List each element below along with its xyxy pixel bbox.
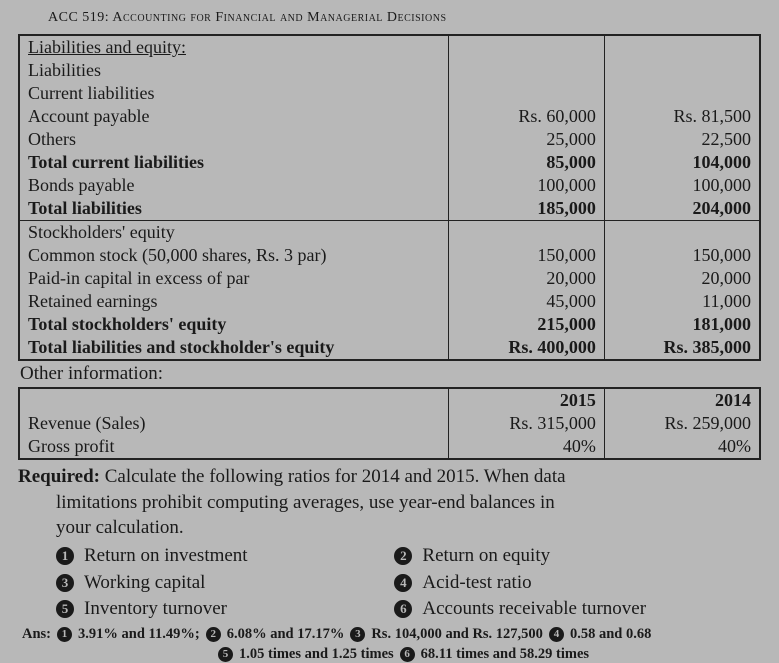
row-value-2: 40% [604,435,760,459]
other-info-table: 2015 2014 Revenue (Sales) Rs. 315,000 Rs… [18,387,761,460]
row-label: Total liabilities [19,197,449,221]
item-text: Accounts receivable turnover [422,596,646,623]
row-value-1: Rs. 315,000 [449,412,605,435]
row-value-2: 11,000 [604,290,760,313]
ans-number-icon: 1 [57,627,72,642]
row-value-2: Rs. 81,500 [604,105,760,128]
row-label: Account payable [19,105,449,128]
required-item: 3 Working capital [56,570,394,597]
row-label: Gross profit [19,435,449,459]
row-label: Total liabilities and stockholder's equi… [19,336,449,360]
row-value-1 [449,82,605,105]
item-text: Return on equity [422,543,550,570]
row-label: Revenue (Sales) [19,412,449,435]
req-text-1: Calculate the following ratios for 2014 … [100,466,566,487]
req-text-2: limitations prohibit computing averages,… [18,490,555,516]
page-header: ACC 519: Accounting for Financial and Ma… [18,10,761,26]
item-text: Inventory turnover [84,596,227,623]
row-label: Current liabilities [19,82,449,105]
ans-number-icon: 5 [218,647,233,662]
row-value-1: Rs. 400,000 [449,336,605,360]
required-item: 1 Return on investment [56,543,394,570]
ans-label: Ans: [22,626,51,643]
row-value-2 [604,82,760,105]
required-item: 5 Inventory turnover [56,596,394,623]
ans-text: 6.08% and 17.17% [227,626,345,643]
section-title: Liabilities and equity: [28,37,186,57]
row-value-2: Rs. 385,000 [604,336,760,360]
row-value-2: 20,000 [604,267,760,290]
row-label: Retained earnings [19,290,449,313]
ans-number-icon: 2 [206,627,221,642]
row-value-1: 150,000 [449,244,605,267]
liabilities-heading: Liabilities [19,59,449,82]
row-value-1 [449,221,605,245]
row-label: Bonds payable [19,174,449,197]
row-value-2 [604,221,760,245]
row-value-2: 22,500 [604,128,760,151]
row-value-1: 25,000 [449,128,605,151]
item-number-icon: 2 [394,547,412,565]
row-value-2: 181,000 [604,313,760,336]
row-value-1: 100,000 [449,174,605,197]
item-number-icon: 5 [56,600,74,618]
other-info-heading: Other information: [18,361,761,387]
req-text-3: your calculation. [18,515,184,541]
item-number-icon: 4 [394,574,412,592]
row-value-2: 104,000 [604,151,760,174]
row-value-1: 40% [449,435,605,459]
row-label: Total current liabilities [19,151,449,174]
item-text: Acid-test ratio [422,570,531,597]
required-items-list: 1 Return on investment 2 Return on equit… [18,543,761,623]
row-value-2: 150,000 [604,244,760,267]
required-item: 2 Return on equity [394,543,732,570]
ans-text: 3.91% and 11.49%; [78,626,200,643]
row-label [19,388,449,412]
row-label: Common stock (50,000 shares, Rs. 3 par) [19,244,449,267]
required-item: 4 Acid-test ratio [394,570,732,597]
row-value-1: 85,000 [449,151,605,174]
row-value-1: Rs. 60,000 [449,105,605,128]
answer-line-2: 5 1.05 times and 1.25 times 6 68.11 times a… [18,646,761,663]
item-number-icon: 3 [56,574,74,592]
required-item: 6 Accounts receivable turnover [394,596,732,623]
ans-number-icon: 3 [350,627,365,642]
answer-line-1: Ans: 1 3.91% and 11.49%; 2 6.08% and 17.17%… [18,626,761,643]
row-value-1: 45,000 [449,290,605,313]
balance-sheet-table: Liabilities and equity: Liabilities Curr… [18,34,761,361]
ans-text: 68.11 times and 58.29 times [421,646,589,663]
ans-number-icon: 6 [400,647,415,662]
row-label: Others [19,128,449,151]
row-label: Paid-in capital in excess of par [19,267,449,290]
item-text: Working capital [84,570,205,597]
item-number-icon: 1 [56,547,74,565]
row-value-1: 215,000 [449,313,605,336]
row-value-1: 2015 [449,388,605,412]
row-value-2: 204,000 [604,197,760,221]
ans-text: 1.05 times and 1.25 times [239,646,394,663]
item-number-icon: 6 [394,600,412,618]
row-value-1: 20,000 [449,267,605,290]
ans-text: 0.58 and 0.68 [570,626,651,643]
row-value-2: Rs. 259,000 [604,412,760,435]
row-label: Stockholders' equity [19,221,449,245]
ans-text: Rs. 104,000 and Rs. 127,500 [371,626,543,643]
ans-number-icon: 4 [549,627,564,642]
required-text: Required: Calculate the following ratios… [18,464,761,541]
item-text: Return on investment [84,543,248,570]
row-value-1: 185,000 [449,197,605,221]
row-value-2: 2014 [604,388,760,412]
row-label: Total stockholders' equity [19,313,449,336]
row-value-2: 100,000 [604,174,760,197]
required-label: Required: [18,466,100,487]
